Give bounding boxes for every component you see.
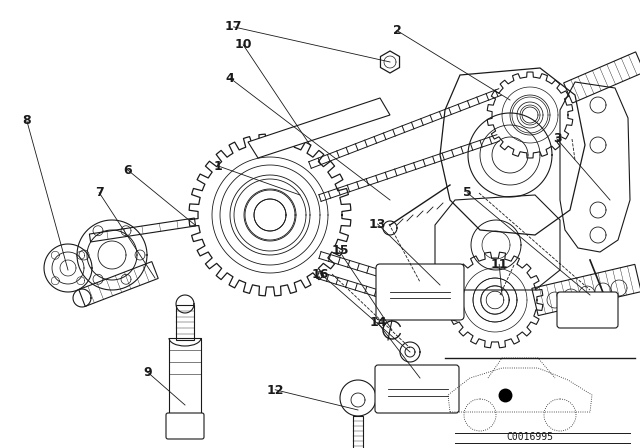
Text: 6: 6 xyxy=(124,164,132,177)
Text: 3: 3 xyxy=(553,133,561,146)
Text: 5: 5 xyxy=(463,186,472,199)
Text: 16: 16 xyxy=(311,267,329,280)
Text: C0016995: C0016995 xyxy=(506,432,554,442)
Polygon shape xyxy=(248,98,390,158)
Text: 17: 17 xyxy=(224,21,242,34)
FancyBboxPatch shape xyxy=(557,292,618,328)
Text: 8: 8 xyxy=(22,115,31,128)
Text: 13: 13 xyxy=(368,217,386,231)
Text: 1: 1 xyxy=(214,159,222,172)
Text: 4: 4 xyxy=(226,72,234,85)
Text: 15: 15 xyxy=(332,244,349,257)
FancyBboxPatch shape xyxy=(376,264,464,320)
FancyBboxPatch shape xyxy=(375,365,459,413)
Text: 2: 2 xyxy=(392,23,401,36)
Text: 12: 12 xyxy=(266,383,284,396)
Text: 7: 7 xyxy=(95,186,104,199)
FancyBboxPatch shape xyxy=(166,413,204,439)
Text: 9: 9 xyxy=(144,366,152,379)
Text: 11: 11 xyxy=(490,258,508,271)
Text: 10: 10 xyxy=(234,39,252,52)
Text: 14: 14 xyxy=(369,316,387,329)
